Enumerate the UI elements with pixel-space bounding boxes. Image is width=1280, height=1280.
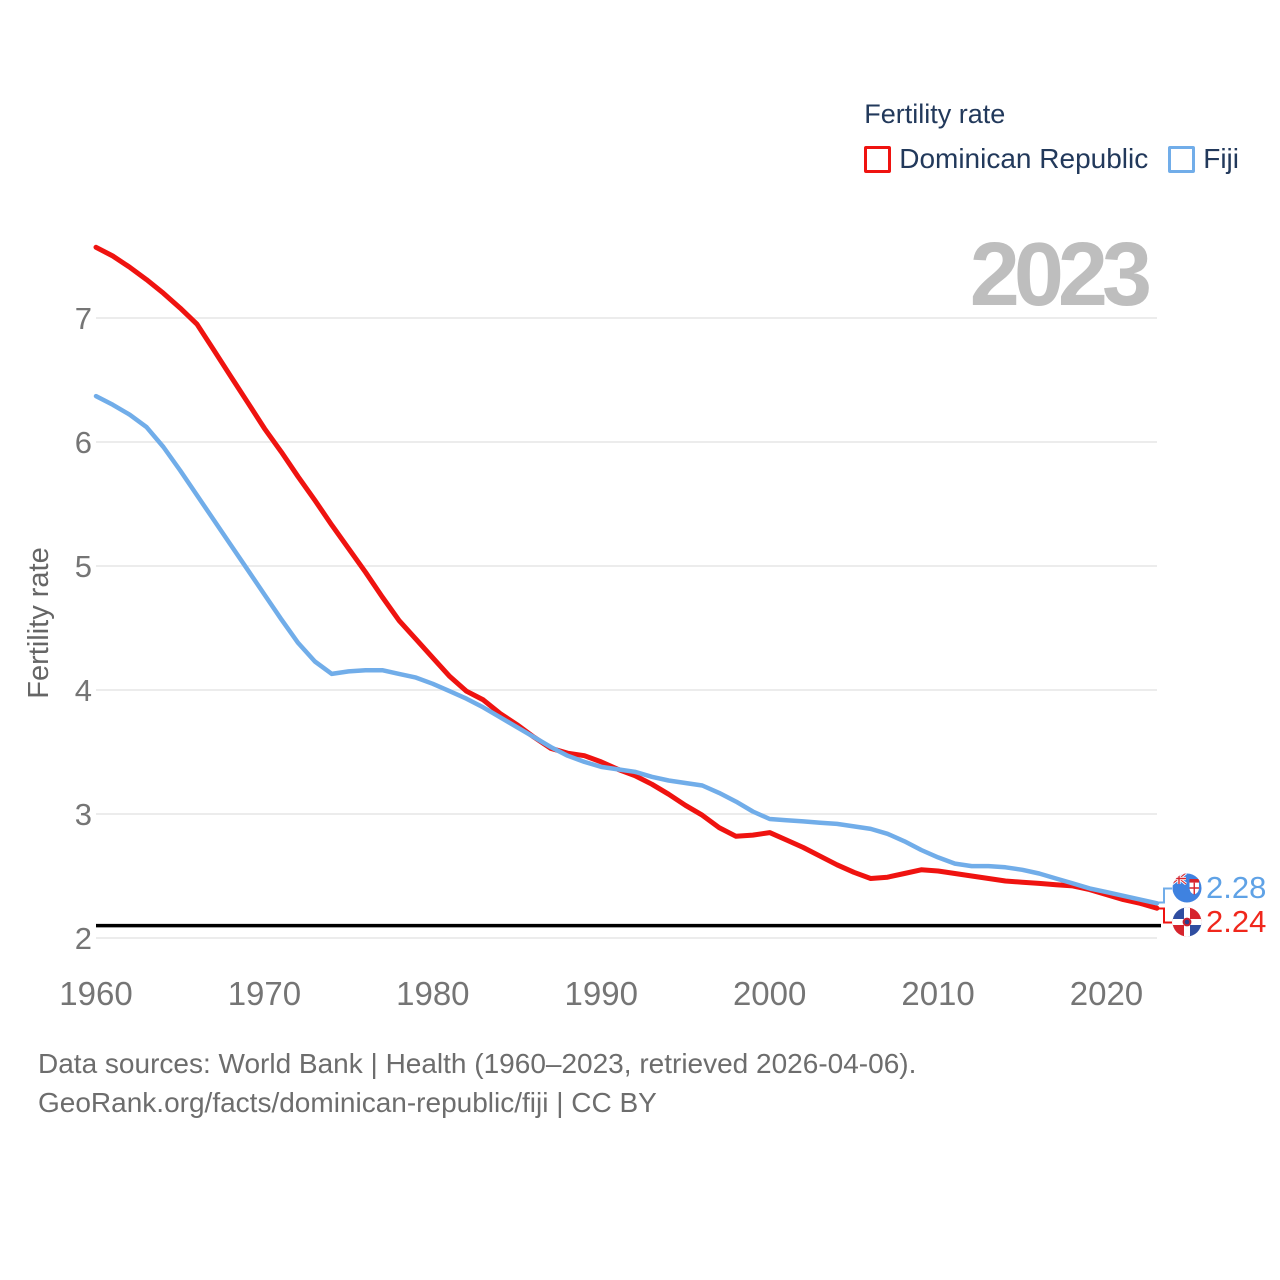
x-tick-label: 2020 — [1070, 975, 1143, 1012]
x-tick-label: 2000 — [733, 975, 806, 1012]
x-axis-tick-labels: 1960 1970 1980 1990 2000 2010 2020 — [59, 975, 1143, 1012]
dominican-republic-connector-line — [1157, 907, 1172, 924]
y-axis-tick-labels: 2 3 4 5 6 7 — [75, 301, 92, 956]
legend-item-fiji[interactable]: Fiji — [1168, 143, 1239, 175]
dominican-republic-swatch-icon[interactable] — [864, 145, 892, 173]
x-tick-label: 1990 — [565, 975, 638, 1012]
legend-label-fiji: Fiji — [1203, 143, 1239, 174]
y-tick-label: 4 — [75, 673, 92, 708]
series-lines — [93, 244, 1160, 911]
legend: Fertility rate Dominican Republic Fiji — [864, 99, 1239, 175]
fiji-end-value-label: 2.28 — [1206, 870, 1266, 905]
legend-label-dominican-republic: Dominican Republic — [899, 143, 1149, 174]
y-tick-label: 5 — [75, 549, 92, 584]
y-axis-title: Fertility rate — [23, 547, 55, 698]
y-tick-label: 3 — [75, 797, 92, 832]
x-tick-label: 1970 — [228, 975, 301, 1012]
y-tick-label: 7 — [75, 301, 92, 336]
dominican-republic-end-value-label: 2.24 — [1206, 904, 1266, 939]
fiji-swatch-icon[interactable] — [1168, 145, 1196, 173]
footer: Data sources: World Bank | Health (1960–… — [38, 1044, 916, 1122]
fiji-connector-line — [1157, 887, 1172, 904]
x-tick-label: 1960 — [59, 975, 132, 1012]
x-tick-label: 1980 — [396, 975, 469, 1012]
legend-title: Fertility rate — [864, 99, 1006, 129]
data-sources-line: Data sources: World Bank | Health (1960–… — [38, 1048, 917, 1079]
y-tick-label: 6 — [75, 425, 92, 460]
dominican-republic-flag-icon — [1172, 907, 1202, 937]
fiji-flag-icon — [1172, 873, 1202, 903]
year-watermark: 2023 — [969, 225, 1152, 325]
attribution-line: GeoRank.org/facts/dominican-republic/fij… — [38, 1087, 657, 1118]
fiji-line — [93, 393, 1160, 906]
x-tick-label: 2010 — [901, 975, 974, 1012]
legend-item-dominican-republic[interactable]: Dominican Republic — [864, 143, 1148, 175]
legend-items: Dominican Republic Fiji — [864, 143, 1239, 175]
y-tick-label: 2 — [75, 921, 92, 956]
